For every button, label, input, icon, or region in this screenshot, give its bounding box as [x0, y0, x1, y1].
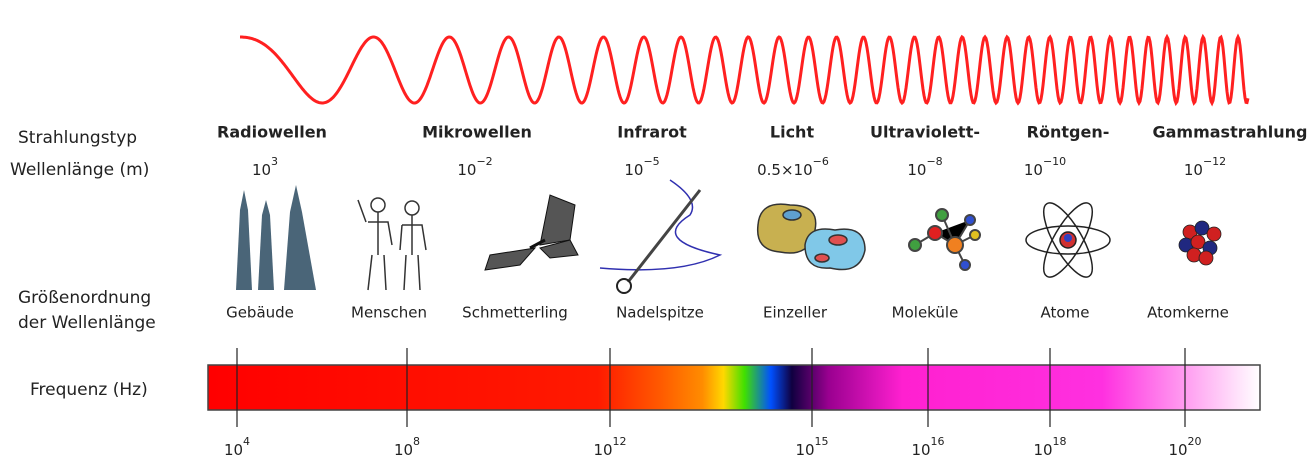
- size-label: Einzeller: [763, 304, 828, 322]
- power-base: 10: [224, 441, 243, 459]
- power-exponent: −6: [813, 155, 829, 168]
- wavelength: 10−12: [1184, 155, 1226, 179]
- power-exponent: −2: [476, 155, 492, 168]
- frequency-tick-label: 1020: [1168, 435, 1201, 459]
- frequency-tick-label: 1016: [911, 435, 944, 459]
- size-label: Gebäude: [226, 304, 294, 322]
- row-label: Wellenlänge (m): [10, 160, 149, 180]
- row-label: der Wellenlänge: [18, 313, 156, 333]
- icon-cells: [758, 204, 865, 269]
- power-exponent: −5: [643, 155, 659, 168]
- power-exponent: 18: [1053, 435, 1067, 448]
- frequency-tick-label: 1018: [1033, 435, 1066, 459]
- power-base: 0.5×10: [757, 161, 813, 179]
- power-exponent: 15: [815, 435, 829, 448]
- power-base: 10: [1024, 161, 1043, 179]
- icon-butterfly: [485, 195, 578, 270]
- icon-nucleus: [1179, 221, 1221, 265]
- wavelength: 10−8: [907, 155, 942, 179]
- size-label: Menschen: [351, 304, 427, 322]
- frequency-tick-label: 1015: [795, 435, 828, 459]
- power-base: 10: [911, 441, 930, 459]
- icon-atom: [1026, 197, 1110, 284]
- icon-people: [358, 198, 426, 290]
- spectrum-diagram: Strahlungstyp Wellenlänge (m) Größenordn…: [0, 0, 1308, 464]
- wavelength: 10−2: [457, 155, 492, 179]
- radiation-type: Gammastrahlung: [1152, 123, 1307, 142]
- icon-buildings: [236, 185, 316, 290]
- frequency-tick-label: 1012: [593, 435, 626, 459]
- radiation-type: Radiowellen: [217, 123, 327, 142]
- power-exponent: 4: [243, 435, 250, 448]
- power-base: 10: [795, 441, 814, 459]
- wave: [240, 37, 1248, 103]
- power-exponent: 16: [931, 435, 945, 448]
- frequency-tick-label: 108: [394, 435, 420, 459]
- radiation-type: Ultraviolett-: [870, 123, 980, 142]
- wavelength: 10−5: [624, 155, 659, 179]
- frequency-tick-label: 104: [224, 435, 250, 459]
- power-base: 10: [394, 441, 413, 459]
- wavelength: 103: [252, 155, 278, 179]
- power-base: 10: [1168, 441, 1187, 459]
- size-label: Atome: [1041, 304, 1090, 322]
- power-exponent: −12: [1203, 155, 1226, 168]
- power-base: 10: [1184, 161, 1203, 179]
- row-labels: Strahlungstyp Wellenlänge (m) Größenordn…: [10, 128, 156, 400]
- power-base: 10: [624, 161, 643, 179]
- radiation-type: Mikrowellen: [422, 123, 532, 142]
- radiation-type: Infrarot: [617, 123, 687, 142]
- row-label: Größenordnung: [18, 288, 151, 308]
- power-base: 10: [907, 161, 926, 179]
- row-label: Frequenz (Hz): [30, 380, 148, 400]
- power-exponent: 3: [271, 155, 278, 168]
- frequency-bar: [208, 365, 1260, 410]
- size-label: Moleküle: [892, 304, 959, 322]
- radiation-type: Licht: [770, 123, 815, 142]
- power-exponent: −8: [926, 155, 942, 168]
- power-exponent: 8: [413, 435, 420, 448]
- power-base: 10: [457, 161, 476, 179]
- power-base: 10: [593, 441, 612, 459]
- power-exponent: 12: [613, 435, 627, 448]
- icon-needle: [600, 180, 720, 293]
- row-label: Strahlungstyp: [18, 128, 137, 148]
- power-exponent: 20: [1188, 435, 1202, 448]
- icon-molecule: [909, 209, 980, 270]
- wavelength: 0.5×10−6: [757, 155, 829, 179]
- power-exponent: −10: [1043, 155, 1066, 168]
- size-label: Atomkerne: [1147, 304, 1229, 322]
- power-base: 10: [1033, 441, 1052, 459]
- size-label: Schmetterling: [462, 304, 568, 322]
- size-label: Nadelspitze: [616, 304, 704, 322]
- radiation-type: Röntgen-: [1027, 123, 1110, 142]
- power-base: 10: [252, 161, 271, 179]
- wavelength: 10−10: [1024, 155, 1066, 179]
